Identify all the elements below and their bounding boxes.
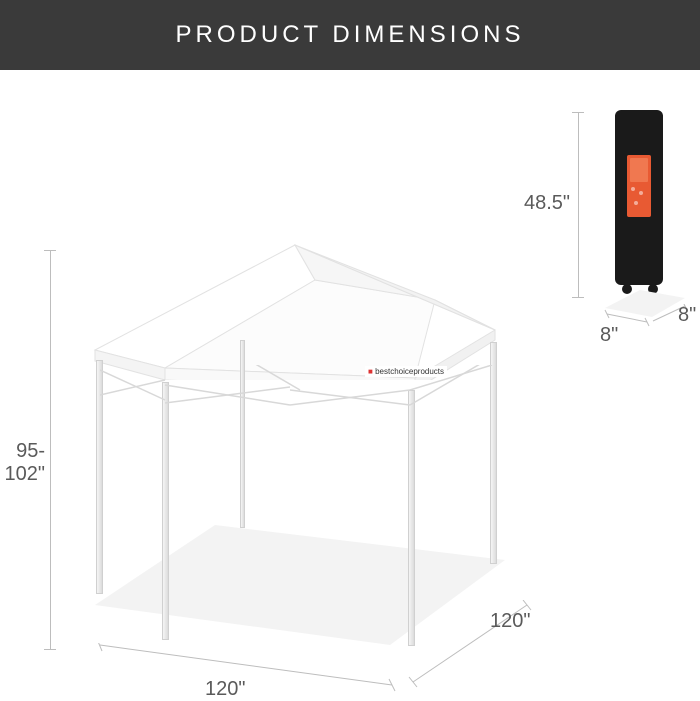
bag-height-label: 48.5" [524, 192, 570, 215]
dim-tick [44, 649, 56, 650]
bag-handle [629, 268, 649, 274]
header-title: PRODUCT DIMENSIONS [176, 21, 525, 49]
bag-width-label: 8" [600, 324, 618, 347]
bag-dim-height [578, 112, 579, 298]
canopy-truss [100, 365, 500, 425]
carry-bag [615, 110, 663, 285]
canopy-depth-label: 120" [490, 610, 530, 633]
bag-depth-label: 8" [678, 304, 696, 327]
canopy-height-label: 95-102" [0, 440, 45, 486]
canopy-roof [85, 240, 505, 380]
diagram-stage: ■ bestchoiceproducts 95-102" 120" [0, 70, 700, 700]
dim-tick [44, 250, 56, 251]
bag-handle [629, 118, 649, 124]
dim-tick [572, 112, 584, 113]
canopy-width-label: 120" [205, 678, 245, 701]
bag-label-panel [627, 155, 651, 217]
dim-tick [572, 297, 584, 298]
header-bar: PRODUCT DIMENSIONS [0, 0, 700, 70]
dim-line-height [50, 250, 51, 650]
